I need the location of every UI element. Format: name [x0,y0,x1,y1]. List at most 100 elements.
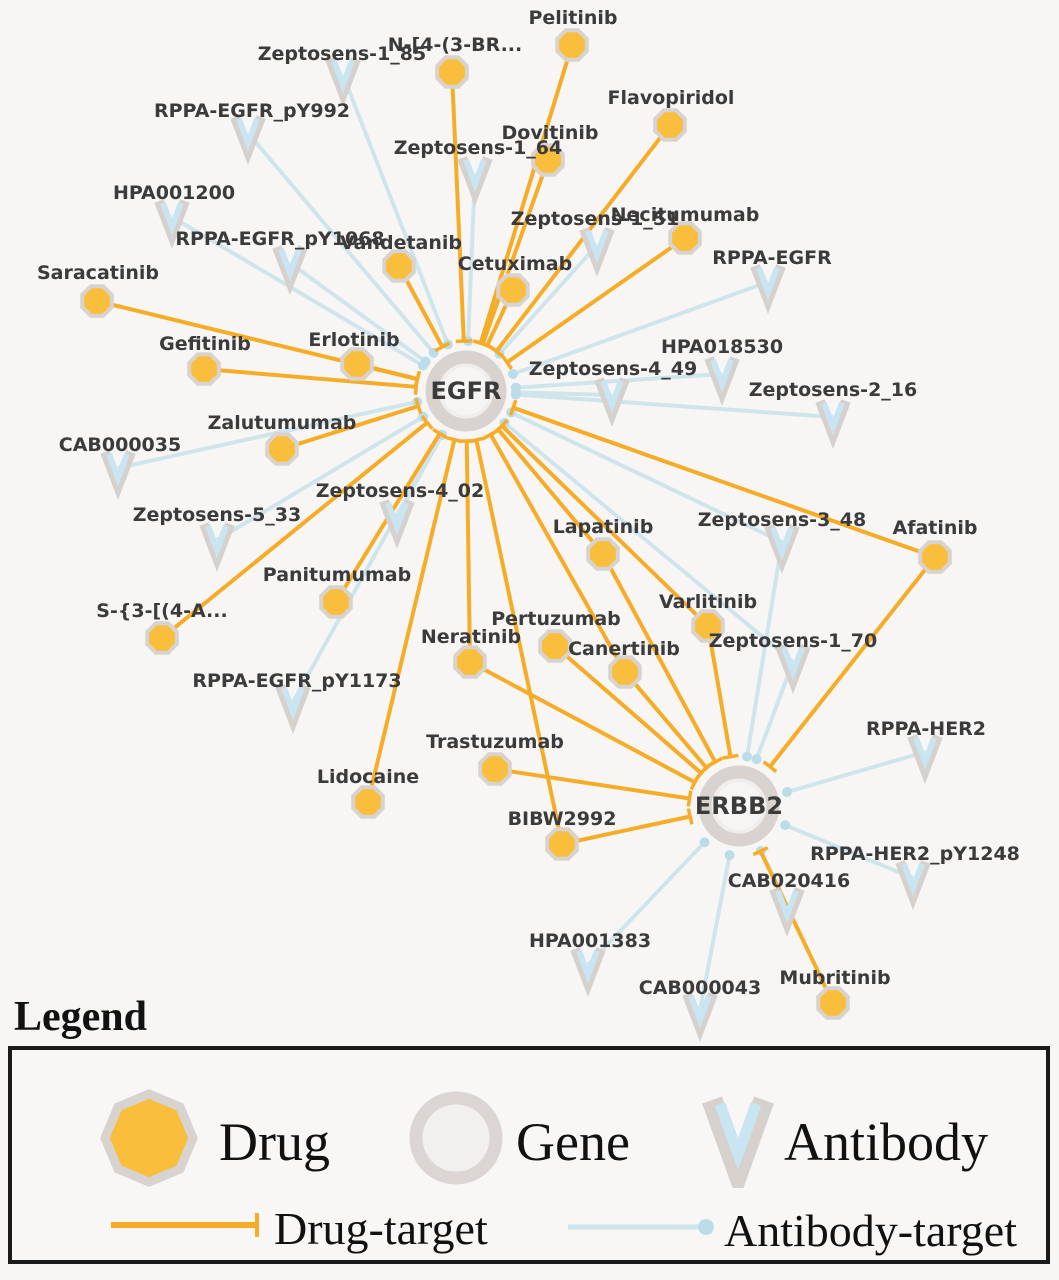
node-drug-flavopiridol[interactable] [653,108,687,142]
node-drug-cetuximab[interactable] [496,273,530,307]
label-bibw2992: BIBW2992 [508,808,617,830]
label-varlitinib: Varlitinib [659,591,757,613]
node-antibody-hpa001383[interactable] [570,947,606,998]
legend-drug-target-label: Drug-target [274,1203,488,1254]
edge-tee [479,340,496,351]
edge-dot [510,382,521,393]
label-zeptosens-5_33: Zeptosens-5_33 [133,504,301,526]
node-drug-necitumumab[interactable] [668,221,702,255]
label-rppa-egfr: RPPA-EGFR [712,247,832,269]
node-antibody-rppa-egfr_py992[interactable] [230,115,266,166]
node-antibody-zeptosens-3_48[interactable] [764,524,800,575]
node-drug-neratinib[interactable] [453,645,487,679]
node-drug-mubritinib[interactable] [816,986,850,1020]
edge-gefitinib-egfr [203,367,417,389]
node-gene-erbb2[interactable] [698,765,780,847]
node-antibody-cab000035[interactable] [100,450,136,501]
node-antibody-zeptosens-4_02[interactable] [379,499,415,550]
edge-neratinib-erbb2 [469,660,696,785]
edge-tee [434,341,451,353]
node-antibody-zeptosens-1_70[interactable] [775,644,811,695]
node-drug-varlitinib[interactable] [691,609,725,643]
label-afatinib: Afatinib [892,517,977,539]
label-canertinib: Canertinib [568,638,680,660]
legend-drug-target-icon [107,1210,267,1244]
node-antibody-rppa-egfr_py1173[interactable] [275,684,311,735]
node-antibody-hpa001200[interactable] [154,199,190,250]
node-antibody-rppa-egfr_py1068[interactable] [272,245,308,296]
label-zeptosens-1_51: Zeptosens-1_51 [511,208,679,230]
label-rppa-egfr_py992: RPPA-EGFR_pY992 [154,100,350,122]
node-drug-dovitinib[interactable] [531,143,565,177]
node-drug-lapatinib[interactable] [586,537,620,571]
node-drug-s-3-4-a[interactable] [145,621,179,655]
label-zeptosens-4_49: Zeptosens-4_49 [529,358,697,380]
node-drug-afatinib[interactable] [918,540,952,574]
label-hpa001200: HPA001200 [113,182,235,204]
node-drug-pelitinib[interactable] [555,28,589,62]
node-drug-trastuzumab[interactable] [478,752,512,786]
node-drug-panitumumab[interactable] [319,585,353,619]
edge-tee [455,338,472,344]
node-antibody-rppa-egfr[interactable] [750,264,786,315]
edge-mubritinib-erbb2 [758,850,835,1004]
node-antibody-zeptosens-4_49[interactable] [594,377,630,428]
edge-hpa001383-erbb2 [586,840,707,967]
node-drug-vandetanib[interactable] [382,249,416,283]
edge-rppa-her2_py1248-erbb2 [784,823,914,880]
node-drug-zalutumumab[interactable] [265,432,299,466]
edge-zalutumumab-egfr [281,404,419,451]
label-necitumumab: Necitumumab [611,204,760,226]
legend-antibody-target-icon [564,1212,720,1246]
edge-necitumumab-egfr [505,236,687,365]
nodes [80,28,952,1043]
label-panitumumab: Panitumumab [263,564,411,586]
legend-gene-icon [406,1088,506,1192]
edge-dot [508,369,519,380]
label-pertuzumab: Pertuzumab [491,608,621,630]
label-dovitinib: Dovitinib [502,122,599,144]
node-gene-egfr[interactable] [425,350,507,432]
edge-tee [495,418,509,433]
edge-tee [500,354,514,370]
node-drug-pertuzumab[interactable] [538,629,572,663]
node-antibody-rppa-her2_py1248[interactable] [895,860,931,911]
legend-antibody-label: Antibody [784,1112,989,1172]
node-drug-n-4-3-br[interactable] [435,55,469,89]
node-antibody-cab000043[interactable] [682,992,718,1043]
node-antibody-zeptosens-2_16[interactable] [815,399,851,450]
node-drug-gefitinib[interactable] [187,352,221,386]
node-antibody-zeptosens-5_33[interactable] [199,522,235,573]
legend-antibody-icon [698,1084,778,1203]
node-drug-lidocaine[interactable] [351,785,385,819]
node-antibody-cab020416[interactable] [769,887,805,938]
node-drug-erlotinib[interactable] [340,347,374,381]
edge-lidocaine-egfr [366,439,457,803]
edge-rppa-her2-erbb2 [786,750,926,794]
node-antibody-hpa018530[interactable] [704,356,740,407]
node-antibody-rppa-her2[interactable] [907,734,943,785]
edge-zeptosens-3_48-erbb2 [745,541,784,757]
node-drug-saracatinib[interactable] [80,284,114,318]
edge-tee [508,399,518,416]
edge-tee [752,846,769,857]
edge-rppa-egfr_py992-egfr [246,131,436,355]
node-drug-canertinib[interactable] [608,655,642,689]
edge-zeptosens-1_70-egfr [503,421,795,664]
edge-zeptosens-5_33-egfr [215,414,425,542]
node-antibody-zeptosens-1_85[interactable] [325,57,361,108]
edge-dot [510,389,521,400]
node-antibody-zeptosens-1_51[interactable] [579,227,615,278]
edge-tee [414,397,423,415]
node-drug-bibw2992[interactable] [545,827,579,861]
label-gefitinib: Gefitinib [159,333,251,355]
edge-neratinib-egfr [464,440,472,663]
edge-varlitinib-egfr [500,424,710,628]
edge-trastuzumab-erbb2 [494,767,690,801]
edge-dot [751,754,762,765]
legend-gene-label: Gene [516,1112,630,1172]
edge-zeptosens-4_49-egfr [515,390,613,397]
edge-s-3-4-a-egfr [160,420,429,640]
label-s-3-4-a: S-{3-[(4-A... [96,600,227,622]
node-antibody-zeptosens-1_64[interactable] [457,156,493,207]
